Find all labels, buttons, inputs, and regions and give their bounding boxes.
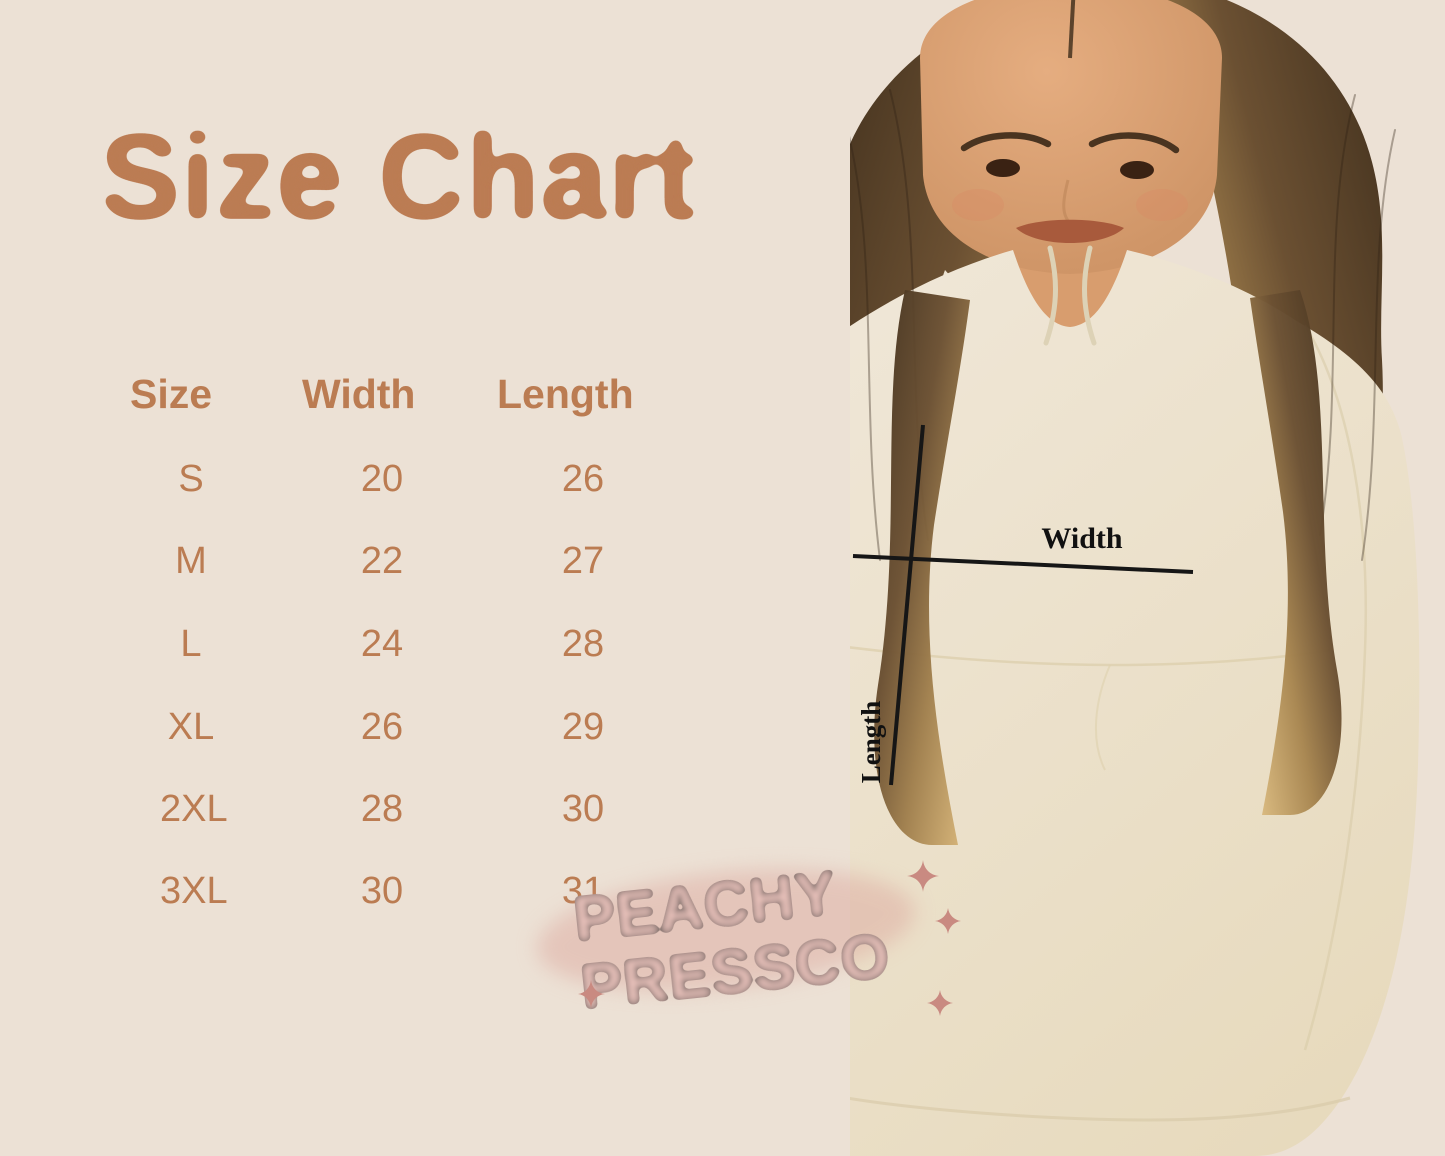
svg-text:Size Chart: Size Chart	[100, 110, 697, 244]
svg-text:Length: Length	[856, 701, 886, 784]
svg-text:Width: Width	[1041, 522, 1122, 555]
